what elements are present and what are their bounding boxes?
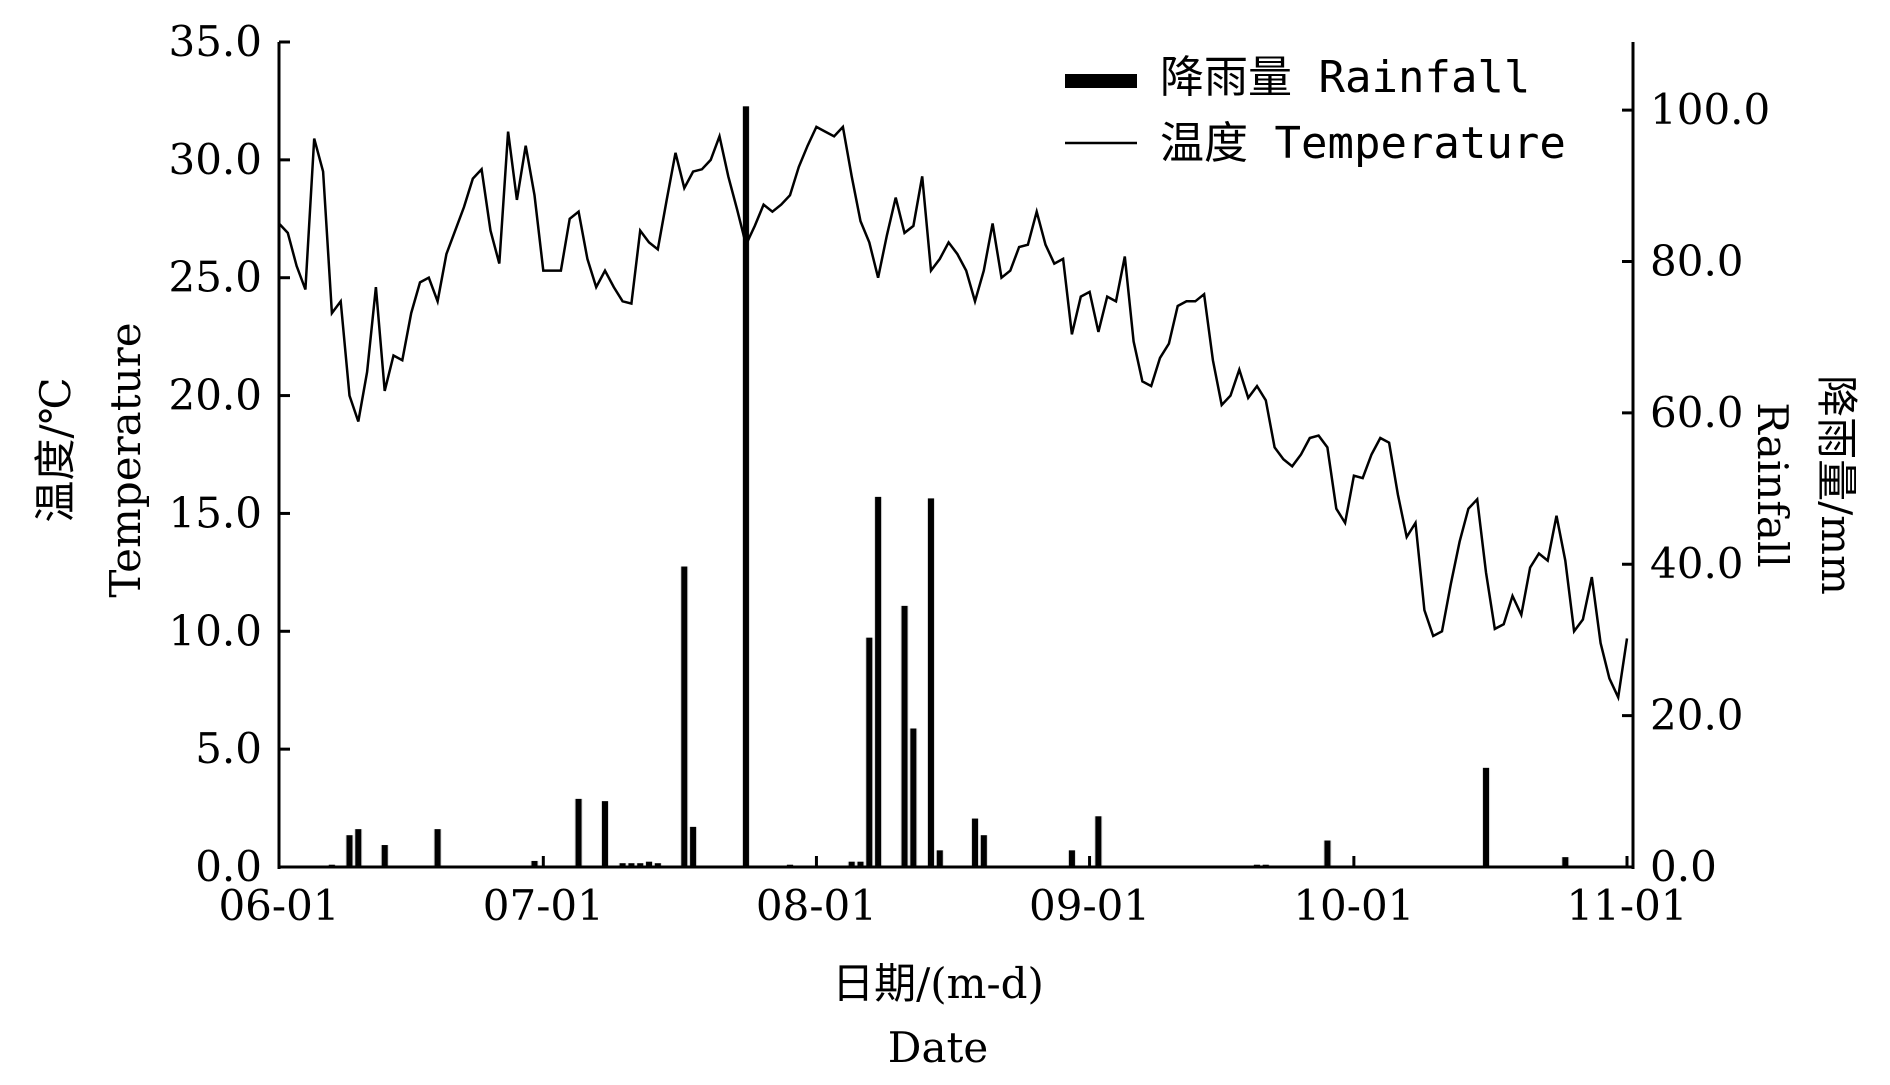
rainfall-bar xyxy=(601,801,608,867)
rainfall-bar xyxy=(866,637,873,867)
axis-ticks: 0.0 5.0 10.0 15.0 20.0 25.0 30.0 35.0 0.0 20.0 40.… xyxy=(168,17,1770,930)
left-y-tick-label: 10.0 xyxy=(168,606,262,655)
right-y-tick-label: 20.0 xyxy=(1650,691,1744,740)
rainfall-bars xyxy=(327,106,1570,868)
rainfall-bar xyxy=(531,860,538,867)
rainfall-bar xyxy=(848,861,855,867)
rainfall-bar xyxy=(936,850,943,867)
rainfall-bar xyxy=(1483,767,1490,867)
left-y-tick-label: 15.0 xyxy=(168,488,262,537)
left-y-tick-label: 0.0 xyxy=(195,842,262,891)
x-tick-label: 10-01 xyxy=(1293,881,1414,930)
legend: 降雨量 Rainfall 温度 Temperature xyxy=(1065,52,1566,169)
left-y-tick-label: 35.0 xyxy=(168,17,262,66)
right-y-tick-label: 0.0 xyxy=(1650,842,1717,891)
x-tick-label: 09-01 xyxy=(1029,881,1150,930)
right-y-axis-label-en: Rainfall xyxy=(1748,402,1797,568)
rainfall-bar xyxy=(619,863,626,867)
rainfall-bar xyxy=(628,863,635,867)
rainfall-bar xyxy=(690,826,697,867)
rainfall-bar xyxy=(1095,816,1102,867)
x-tick-label: 08-01 xyxy=(756,881,877,930)
x-tick-label: 06-01 xyxy=(218,881,339,930)
rainfall-bar xyxy=(910,728,917,867)
left-y-tick-label: 30.0 xyxy=(168,135,262,184)
left-y-tick-label: 5.0 xyxy=(195,724,262,773)
rainfall-bar xyxy=(972,818,979,867)
rainfall-bar xyxy=(927,498,934,867)
legend-rainfall-swatch xyxy=(1065,74,1137,88)
right-y-tick-label: 60.0 xyxy=(1650,388,1744,437)
rainfall-bar xyxy=(980,835,987,867)
rainfall-bar xyxy=(742,106,749,868)
x-axis-label-cn: 日期/(m-d) xyxy=(832,959,1044,1008)
right-y-tick-label: 100.0 xyxy=(1650,85,1770,134)
left-y-axis-label-cn: 温度/℃ xyxy=(31,377,80,522)
rainfall-bar xyxy=(434,829,441,867)
left-y-tick-label: 20.0 xyxy=(168,371,262,420)
rainfall-bar xyxy=(381,845,388,867)
rainfall-bar xyxy=(857,861,864,867)
rainfall-bar xyxy=(875,496,882,867)
legend-rainfall-label: 降雨量 Rainfall xyxy=(1160,52,1530,103)
right-y-tick-label: 80.0 xyxy=(1650,236,1744,285)
rainfall-bar xyxy=(1324,840,1331,867)
x-tick-label: 07-01 xyxy=(483,881,604,930)
temperature-line xyxy=(278,124,1629,702)
left-y-tick-label: 25.0 xyxy=(168,253,262,302)
right-y-tick-label: 40.0 xyxy=(1650,539,1744,588)
rainfall-bar xyxy=(1068,850,1075,867)
legend-temperature-label: 温度 Temperature xyxy=(1160,118,1566,169)
rainfall-bar xyxy=(901,605,908,867)
right-y-axis-label-cn: 降雨量/mm xyxy=(1812,375,1861,595)
left-y-axis-label-en: Temperature xyxy=(101,322,150,597)
rainfall-bar xyxy=(637,863,644,867)
rainfall-bar xyxy=(681,566,688,867)
rainfall-bar xyxy=(575,798,582,867)
rainfall-bar xyxy=(654,863,661,867)
x-axis-label-en: Date xyxy=(888,1023,988,1072)
rainfall-bar xyxy=(1562,857,1569,867)
rainfall-bar xyxy=(346,835,353,867)
x-tick-label: 11-01 xyxy=(1566,881,1687,930)
rainfall-bar xyxy=(355,829,362,867)
rainfall-bar xyxy=(646,861,653,867)
